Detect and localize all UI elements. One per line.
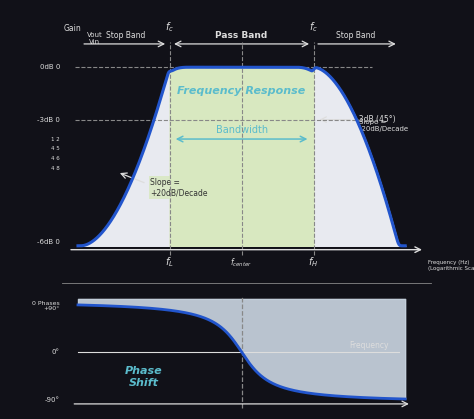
Text: Vout
Vin: Vout Vin xyxy=(86,32,102,45)
Text: Frequency (Hz)
(Logarithmic Scale): Frequency (Hz) (Logarithmic Scale) xyxy=(428,260,474,271)
Text: 4 5: 4 5 xyxy=(51,146,60,151)
Text: 4 6: 4 6 xyxy=(51,156,60,161)
Text: Gain: Gain xyxy=(63,24,81,33)
Text: $f_c$: $f_c$ xyxy=(309,21,318,34)
Text: Frequency: Frequency xyxy=(349,341,389,350)
Text: $f_{center}$: $f_{center}$ xyxy=(230,256,253,269)
Text: Stop Band: Stop Band xyxy=(337,31,376,40)
Text: Bandwidth: Bandwidth xyxy=(216,125,268,135)
Text: $f_H$: $f_H$ xyxy=(309,255,319,269)
Text: Stop Band: Stop Band xyxy=(106,31,145,40)
Text: $f_L$: $f_L$ xyxy=(165,255,174,269)
Text: 1 2: 1 2 xyxy=(51,137,60,142)
Text: Slope =
-20dB/Decade: Slope = -20dB/Decade xyxy=(359,119,409,132)
Text: -6dB 0: -6dB 0 xyxy=(37,239,60,245)
Text: $f_c$: $f_c$ xyxy=(165,21,174,34)
Text: 0 Phases
+90°: 0 Phases +90° xyxy=(32,300,60,311)
Text: Frequency Response: Frequency Response xyxy=(177,85,306,96)
Text: Pass Band: Pass Band xyxy=(216,31,268,40)
Text: 0°: 0° xyxy=(52,349,60,355)
Text: 0dB 0: 0dB 0 xyxy=(40,64,60,70)
Text: -3dB 0: -3dB 0 xyxy=(37,116,60,123)
Text: Phase
Shift: Phase Shift xyxy=(125,366,162,388)
Text: -90°: -90° xyxy=(45,397,60,403)
Text: -3dB (45°): -3dB (45°) xyxy=(356,115,396,124)
Text: Slope =
+20dB/Decade: Slope = +20dB/Decade xyxy=(150,178,208,197)
Text: 4 8: 4 8 xyxy=(51,166,60,171)
